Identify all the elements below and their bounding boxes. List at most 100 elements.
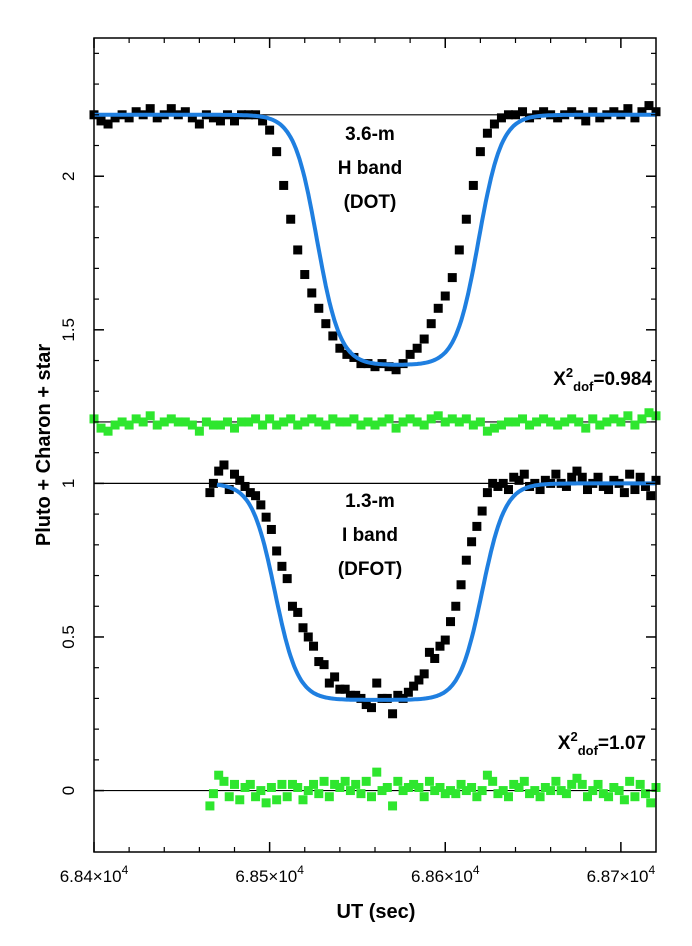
residual-point <box>201 417 211 427</box>
residual-point <box>366 792 376 802</box>
residual-point <box>335 417 345 427</box>
data-point <box>208 478 218 488</box>
model-curve <box>93 112 657 367</box>
data-point <box>561 481 571 491</box>
residual-point <box>556 786 566 796</box>
residual-point <box>503 792 513 802</box>
data-point <box>419 669 429 679</box>
residual-point <box>237 417 247 427</box>
data-point <box>625 469 635 479</box>
residual-point <box>287 779 297 789</box>
data-point <box>454 245 464 255</box>
residual-point <box>525 789 535 799</box>
residual-point <box>409 779 419 789</box>
residual-point <box>173 417 183 427</box>
residual-point <box>567 414 577 424</box>
residual-point <box>574 417 584 427</box>
residual-point <box>382 782 392 792</box>
residual-point <box>447 414 457 424</box>
data-point <box>393 690 403 700</box>
residual-point <box>546 417 556 427</box>
x-tick-label: 6.84×104 <box>60 863 129 886</box>
data-point <box>345 690 355 700</box>
data-point <box>412 343 422 353</box>
data-point <box>388 709 398 719</box>
chi2-dot-label: X2dof=0.984 <box>553 365 652 394</box>
residual-point <box>419 420 429 430</box>
residual-point <box>258 420 268 430</box>
data-point <box>635 472 645 482</box>
data-point <box>187 113 197 123</box>
residual-point <box>535 792 545 802</box>
data-point <box>551 469 561 479</box>
residual-point <box>272 420 282 430</box>
data-point <box>472 521 482 531</box>
residual-point <box>240 782 250 792</box>
residual-point <box>393 776 403 786</box>
data-point <box>361 700 371 710</box>
residual-point <box>328 414 338 424</box>
residual-point <box>293 782 303 792</box>
residual-point <box>403 782 413 792</box>
residual-point <box>356 789 366 799</box>
data-point <box>467 537 477 547</box>
data-point <box>240 481 250 491</box>
data-point <box>342 349 352 359</box>
data-point <box>277 561 287 571</box>
residual-point <box>205 801 215 811</box>
residual-point <box>414 782 424 792</box>
data-point <box>287 601 297 611</box>
residual-point <box>335 782 345 792</box>
data-point <box>540 475 550 485</box>
data-point <box>205 488 215 498</box>
data-point <box>356 359 366 369</box>
data-point <box>630 485 640 495</box>
residual-point <box>103 426 113 436</box>
data-point <box>489 119 499 129</box>
data-point <box>440 291 450 301</box>
residual-point <box>286 414 296 424</box>
data-point <box>419 334 429 344</box>
data-point <box>509 472 519 482</box>
data-point <box>235 475 245 485</box>
data-point <box>272 147 282 157</box>
x-tick-mantissa: 6.86×10 <box>411 867 473 886</box>
residual-point <box>430 786 440 796</box>
residual-point <box>440 417 450 427</box>
residual-point <box>298 795 308 805</box>
x-tick-mantissa: 6.87×10 <box>587 867 649 886</box>
x-tick-exponent: 4 <box>649 863 656 877</box>
residual-point <box>398 417 408 427</box>
residual-point <box>623 411 633 421</box>
residual-point <box>644 408 654 418</box>
data-point <box>214 466 224 476</box>
y-axis-label: Pluto + Charon + star <box>33 344 55 546</box>
data-point <box>477 506 487 516</box>
residual-point <box>303 786 313 796</box>
data-point <box>640 481 650 491</box>
residual-point <box>370 420 380 430</box>
data-point <box>535 485 545 495</box>
data-point <box>96 116 106 126</box>
data-point <box>530 478 540 488</box>
residual-point <box>235 795 245 805</box>
residual-point <box>208 789 218 799</box>
chi2-dfot-symbol: X <box>558 733 571 754</box>
residual-point <box>377 786 387 796</box>
residual-point <box>551 776 561 786</box>
residual-point <box>419 792 429 802</box>
data-point <box>456 580 466 590</box>
annotation-dot-line1: 3.6-m <box>345 124 395 145</box>
residual-point <box>261 798 271 808</box>
residual-point <box>604 792 614 802</box>
residual-point <box>300 417 310 427</box>
data-point <box>482 488 492 498</box>
data-point <box>293 607 303 617</box>
model-curve <box>216 481 657 702</box>
x-axis-label: UT (sec) <box>337 901 416 923</box>
residual-point <box>609 782 619 792</box>
residual-point <box>519 776 529 786</box>
data-point <box>194 119 204 129</box>
chi2-dot-sub: dof <box>573 379 594 394</box>
